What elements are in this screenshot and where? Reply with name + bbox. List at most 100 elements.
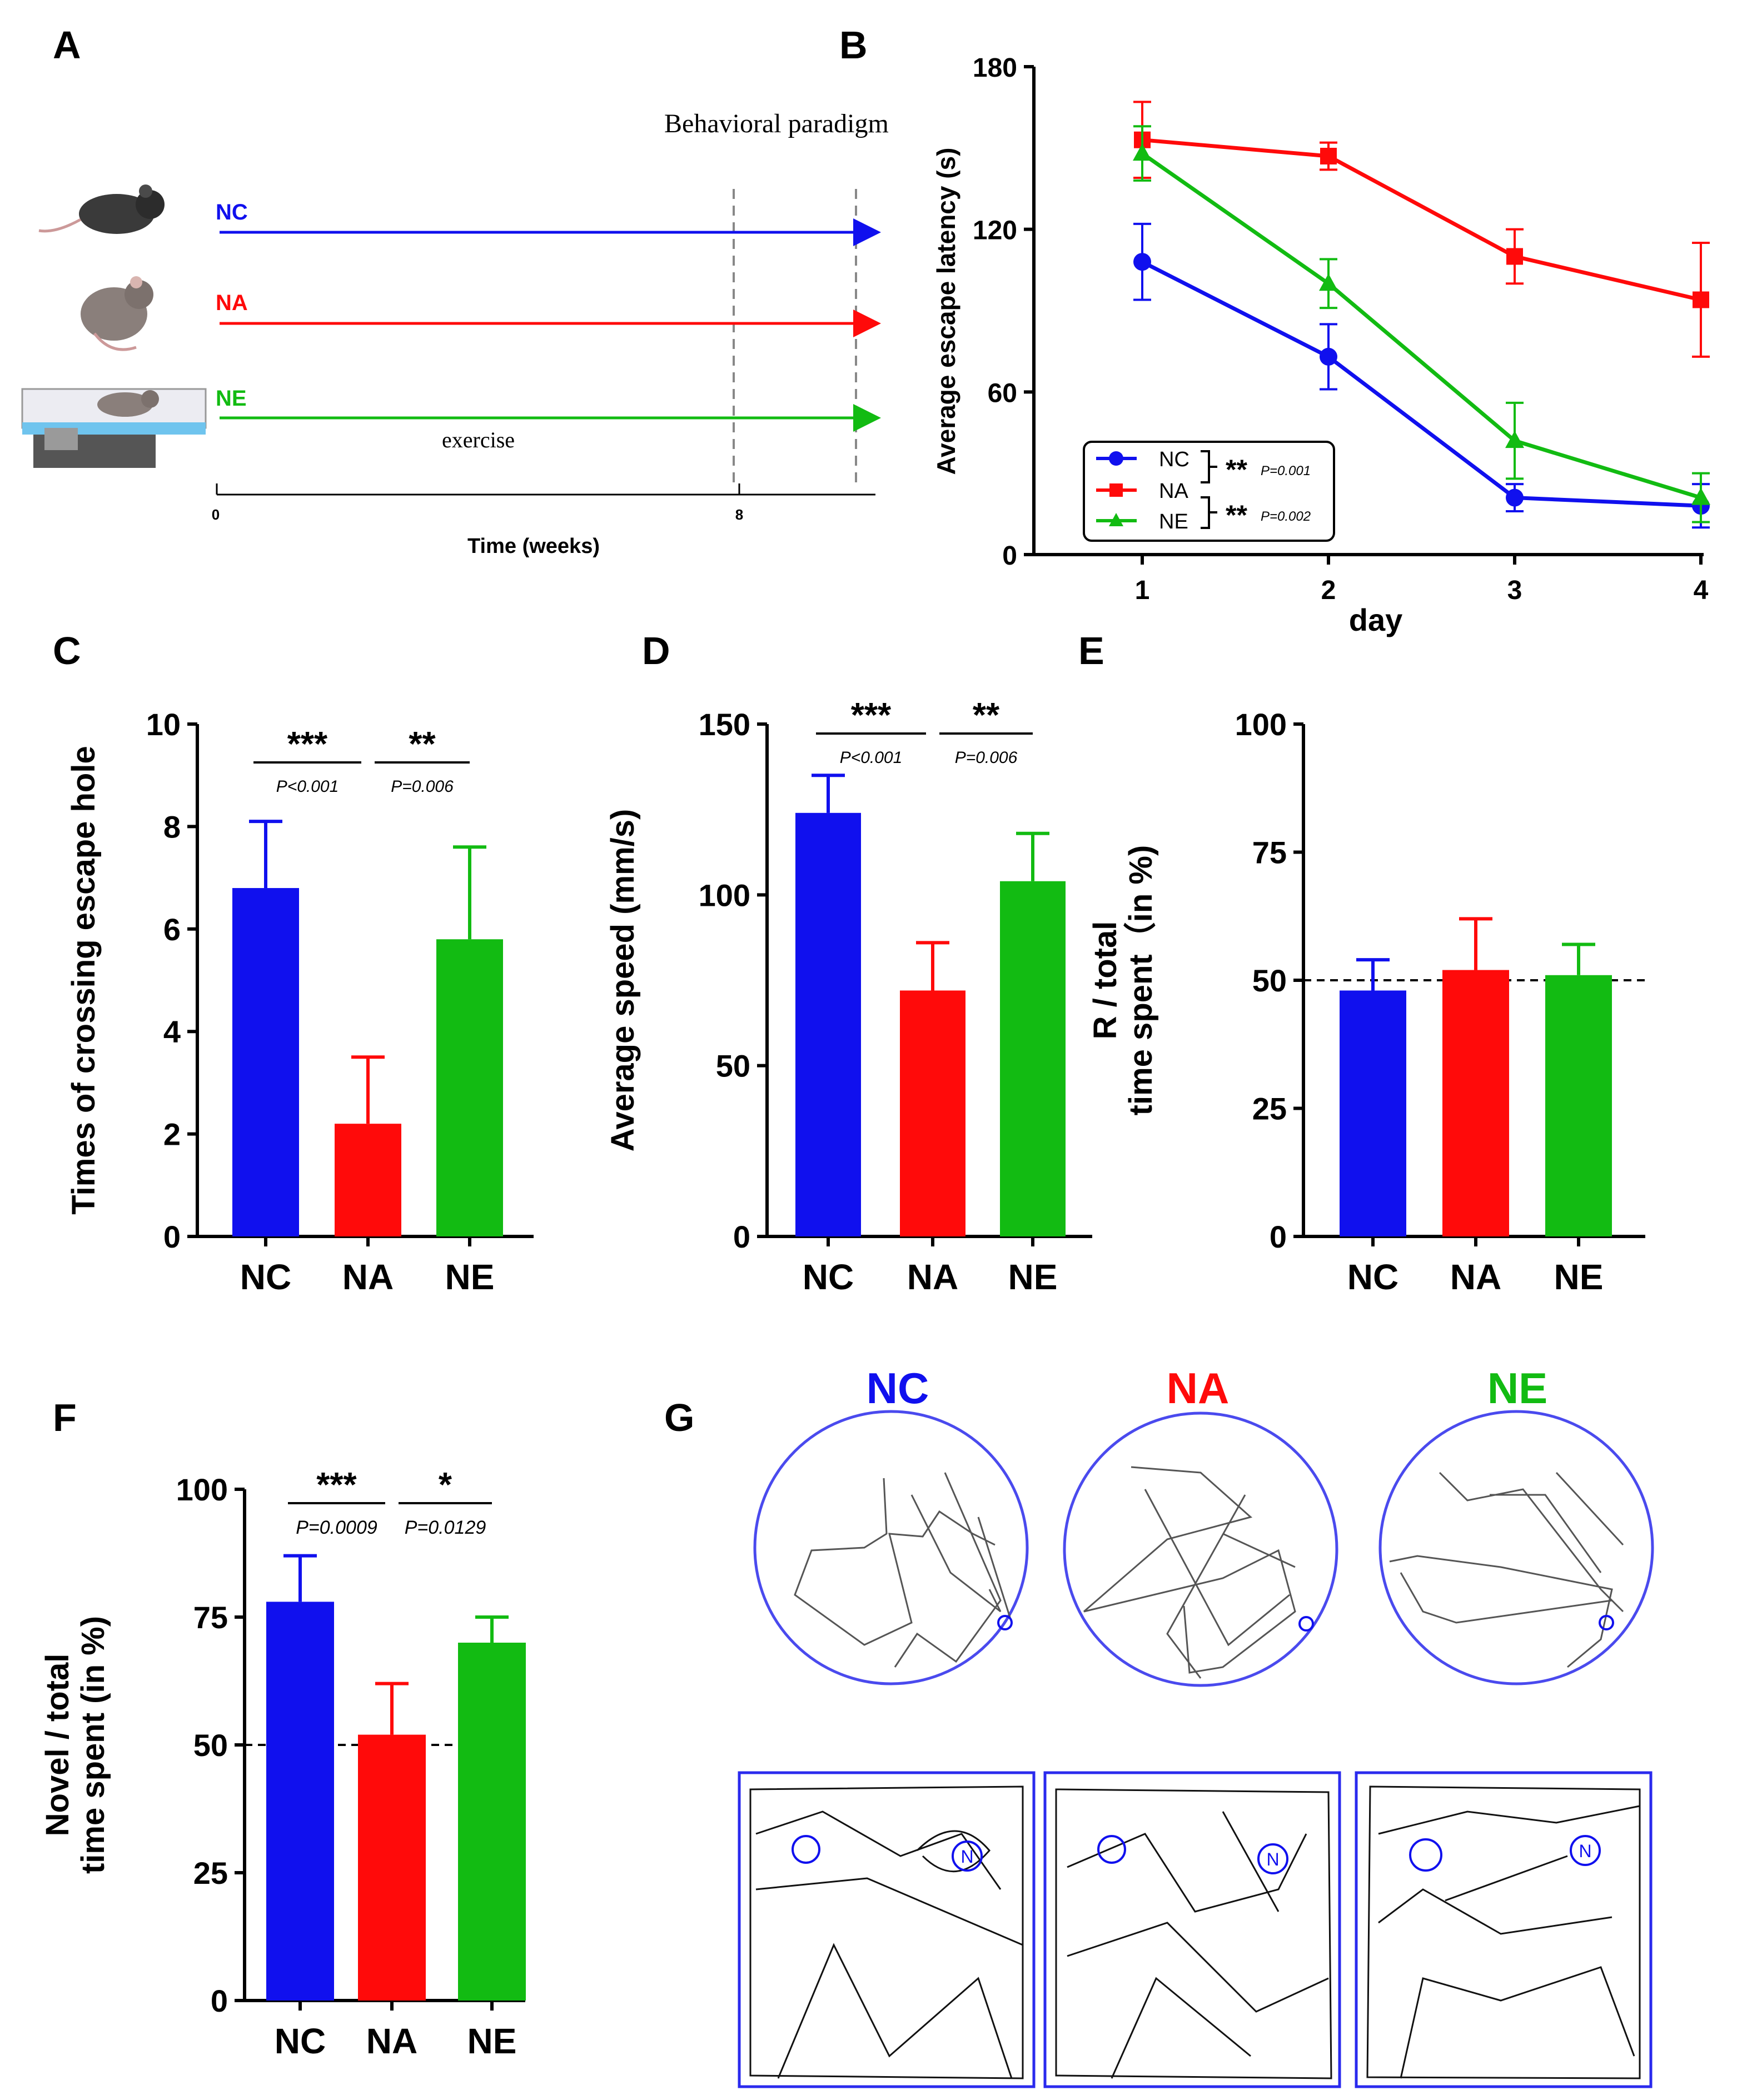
data-point-nc [1133, 253, 1151, 271]
series-line-nc [1141, 260, 1701, 508]
data-point-na [1506, 248, 1523, 265]
legend-p-value: P=0.002 [1261, 509, 1311, 524]
data-point-ne [1133, 143, 1152, 161]
x-tick-label: NE [467, 2021, 517, 2061]
significance-stars: ** [409, 725, 436, 764]
novel-object-marker-na: N [1266, 1849, 1279, 1869]
y-tick-label: 50 [1252, 963, 1287, 998]
bar-nc [795, 812, 861, 1236]
open-field-track-ne: N [1355, 1771, 1653, 2088]
bar-ne [436, 939, 503, 1236]
time-tick-0: 0 [212, 506, 220, 523]
track-label-na: NA [1167, 1364, 1230, 1413]
y-tick-label: 0 [733, 1219, 750, 1254]
y-axis-label: Times of crossing escape hole [66, 746, 102, 1214]
nc-mouse-icon [38, 184, 165, 234]
x-tick-label: NE [445, 1257, 495, 1297]
panel-letter-d: D [642, 629, 670, 672]
y-tick-label: 4 [163, 1014, 181, 1049]
bar-ne [1545, 975, 1612, 1236]
time-axis-label: Time (weeks) [467, 535, 600, 558]
bar-na [900, 990, 965, 1236]
data-point-ne [1319, 273, 1338, 291]
data-point-ne [1691, 487, 1710, 505]
timeline-label-ne: NE [216, 386, 247, 411]
p-value-label: P=0.006 [955, 749, 1018, 767]
novel-object-marker-ne: N [1579, 1841, 1591, 1861]
y-tick-label: 120 [973, 216, 1017, 246]
panel-g: NC NA NE N [738, 1364, 1654, 2088]
y-tick-label: 10 [146, 707, 181, 742]
x-tick-label: NC [275, 2021, 326, 2061]
y-tick-label: 0 [211, 1983, 228, 2018]
panel-letter-a: A [53, 23, 81, 67]
y-tick-label: 50 [716, 1049, 750, 1084]
y-tick-label: 100 [699, 877, 750, 912]
exercise-label: exercise [442, 427, 515, 452]
series-line-ne [1141, 152, 1702, 500]
legend-significance-stars: ** [1226, 454, 1247, 485]
maze-track-nc [753, 1410, 1029, 1685]
y-tick-label: 100 [176, 1472, 228, 1507]
legend-box [1083, 441, 1335, 542]
chart-c-crossing: 0 2 4 6 8 10 NC NA NE *** P<0.001 ** P=0.006 Times of… [66, 707, 534, 1297]
panel-letter-b: B [839, 23, 868, 67]
na-mouse-icon [81, 276, 153, 351]
y-tick-label: 2 [163, 1117, 181, 1152]
y-tick-label: 8 [163, 809, 181, 844]
panel-letter-c: C [53, 629, 81, 672]
legend-label: NC [1159, 448, 1189, 471]
chart-f-novel-total: 0 25 50 75 100 NC NA NE *** P=0.0009 * P=0.0129 Nove… [39, 1466, 526, 2061]
series-line-na [1142, 138, 1701, 302]
significance-stars: ** [973, 696, 1000, 735]
y-tick-label: 75 [193, 1600, 228, 1635]
y-axis-label: Average speed (mm/s) [605, 809, 641, 1152]
maze-track-na [1063, 1411, 1338, 1687]
track-label-nc: NC [867, 1364, 929, 1413]
p-value-label: P=0.0009 [296, 1517, 377, 1538]
x-tick-label: NE [1554, 1257, 1604, 1297]
time-tick-8: 8 [735, 506, 743, 523]
significance-stars: *** [316, 1466, 357, 1504]
bar-nc [266, 1602, 334, 2001]
x-tick-label: NC [240, 1257, 291, 1297]
x-tick-label: NA [1450, 1257, 1501, 1297]
x-tick-label: NA [366, 2021, 417, 2061]
panel-letter-f: F [53, 1396, 77, 1439]
data-point-nc [1320, 347, 1337, 366]
behavioral-paradigm-label: Behavioral paradigm [664, 109, 889, 138]
open-field-track-nc: N [738, 1771, 1036, 2088]
y-tick-label: 25 [193, 1855, 228, 1891]
y-tick-label: 6 [163, 912, 181, 947]
chart-b-escape-latency: 0 60 120 180 1 2 3 4 day Average escape latency (… [932, 53, 1710, 637]
bar-nc [1340, 990, 1406, 1236]
bar-na [358, 1734, 426, 2001]
significance-stars: * [439, 1466, 452, 1504]
legend-label: NE [1159, 510, 1188, 533]
x-tick-label: NE [1008, 1257, 1058, 1297]
y-tick-label: 0 [1270, 1219, 1287, 1254]
x-tick-label: NC [803, 1257, 854, 1297]
data-point-nc [1506, 488, 1524, 507]
p-value-label: P<0.001 [840, 749, 903, 767]
legend-marker-na [1109, 483, 1123, 497]
legend-p-value: P=0.001 [1261, 463, 1311, 478]
bar-ne [1000, 881, 1066, 1236]
y-tick-label: 25 [1252, 1091, 1287, 1126]
legend-marker-ne [1109, 513, 1123, 526]
chart-d-speed: 0 50 100 150 NC NA NE *** P<0.001 ** P=0.006 Averag… [605, 696, 1092, 1297]
bar-na [1442, 970, 1509, 1236]
y-axis-label: R / totaltime spent（in %) [1087, 845, 1159, 1116]
bar-ne [458, 1643, 526, 2001]
data-point-ne [1505, 431, 1524, 448]
x-tick-label: 1 [1135, 576, 1150, 605]
y-tick-label: 50 [193, 1728, 228, 1763]
y-axis-label: Average escape latency (s) [932, 148, 960, 475]
track-label-ne: NE [1487, 1364, 1547, 1413]
y-tick-label: 0 [163, 1219, 181, 1254]
legend-marker-nc [1109, 451, 1123, 466]
y-tick-label: 60 [988, 378, 1017, 408]
y-tick-label: 180 [973, 53, 1017, 83]
x-axis-label: day [1349, 602, 1403, 637]
